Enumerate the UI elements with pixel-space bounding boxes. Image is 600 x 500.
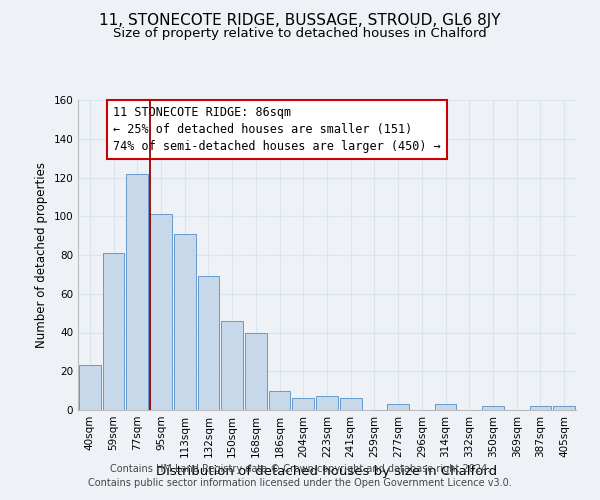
Bar — [482, 406, 504, 410]
Bar — [103, 253, 124, 410]
Bar — [150, 214, 172, 410]
Text: 11 STONECOTE RIDGE: 86sqm
← 25% of detached houses are smaller (151)
74% of semi: 11 STONECOTE RIDGE: 86sqm ← 25% of detac… — [113, 106, 440, 153]
Bar — [197, 276, 220, 410]
Bar — [530, 406, 551, 410]
Bar — [434, 404, 457, 410]
Bar — [316, 396, 338, 410]
Bar — [292, 398, 314, 410]
X-axis label: Distribution of detached houses by size in Chalford: Distribution of detached houses by size … — [157, 466, 497, 478]
Bar — [245, 332, 267, 410]
Y-axis label: Number of detached properties: Number of detached properties — [35, 162, 48, 348]
Bar — [340, 398, 362, 410]
Bar — [553, 406, 575, 410]
Text: Contains HM Land Registry data © Crown copyright and database right 2024.
Contai: Contains HM Land Registry data © Crown c… — [88, 464, 512, 487]
Bar — [269, 390, 290, 410]
Bar — [127, 174, 148, 410]
Text: Size of property relative to detached houses in Chalford: Size of property relative to detached ho… — [113, 28, 487, 40]
Bar — [79, 366, 101, 410]
Bar — [387, 404, 409, 410]
Bar — [174, 234, 196, 410]
Text: 11, STONECOTE RIDGE, BUSSAGE, STROUD, GL6 8JY: 11, STONECOTE RIDGE, BUSSAGE, STROUD, GL… — [99, 12, 501, 28]
Bar — [221, 321, 243, 410]
